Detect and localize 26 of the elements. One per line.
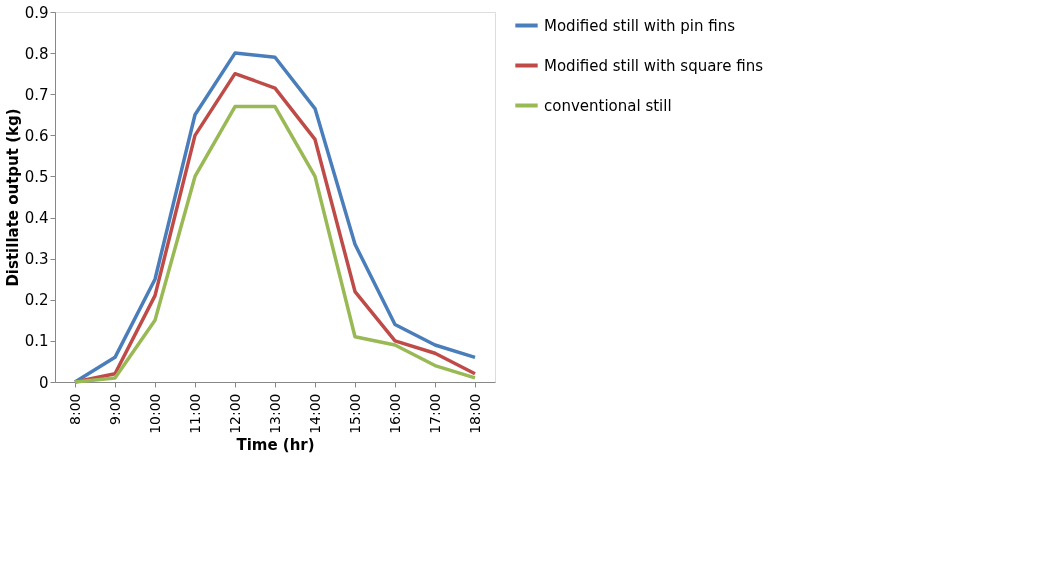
x-tick-label: 10:00 — [146, 393, 163, 434]
y-tick-label: 0.4 — [24, 209, 49, 228]
y-axis-title: Distillate output (kg) — [3, 108, 22, 287]
y-tick-label: 0.3 — [24, 250, 49, 269]
x-tick-label: 9:00 — [106, 393, 123, 425]
y-tick-label: 0.6 — [24, 126, 49, 145]
y-tick-label: 0 — [38, 373, 49, 392]
x-tick-label: 16:00 — [386, 393, 403, 434]
legend-label: Modified still with square fins — [544, 56, 764, 75]
y-tick-label: 0.1 — [24, 332, 49, 351]
y-tick-label: 0.8 — [24, 44, 49, 63]
x-tick-label: 15:00 — [346, 393, 363, 434]
y-tick-label: 0.5 — [24, 167, 49, 186]
x-tick-label: 13:00 — [266, 393, 283, 434]
legend-label: Modified still with pin fins — [544, 16, 736, 35]
legend-label: conventional still — [544, 96, 672, 115]
x-tick-label: 12:00 — [226, 393, 243, 434]
y-tick-label: 0.9 — [24, 3, 49, 22]
x-tick-label: 17:00 — [426, 393, 443, 434]
y-tick-label: 0.2 — [24, 291, 49, 310]
x-tick-label: 14:00 — [306, 393, 323, 434]
y-tick-label: 0.7 — [24, 85, 49, 104]
x-tick-label: 11:00 — [186, 393, 203, 434]
x-axis-title: Time (hr) — [236, 435, 315, 454]
x-tick-label: 8:00 — [66, 393, 83, 425]
x-tick-label: 18:00 — [466, 393, 483, 434]
